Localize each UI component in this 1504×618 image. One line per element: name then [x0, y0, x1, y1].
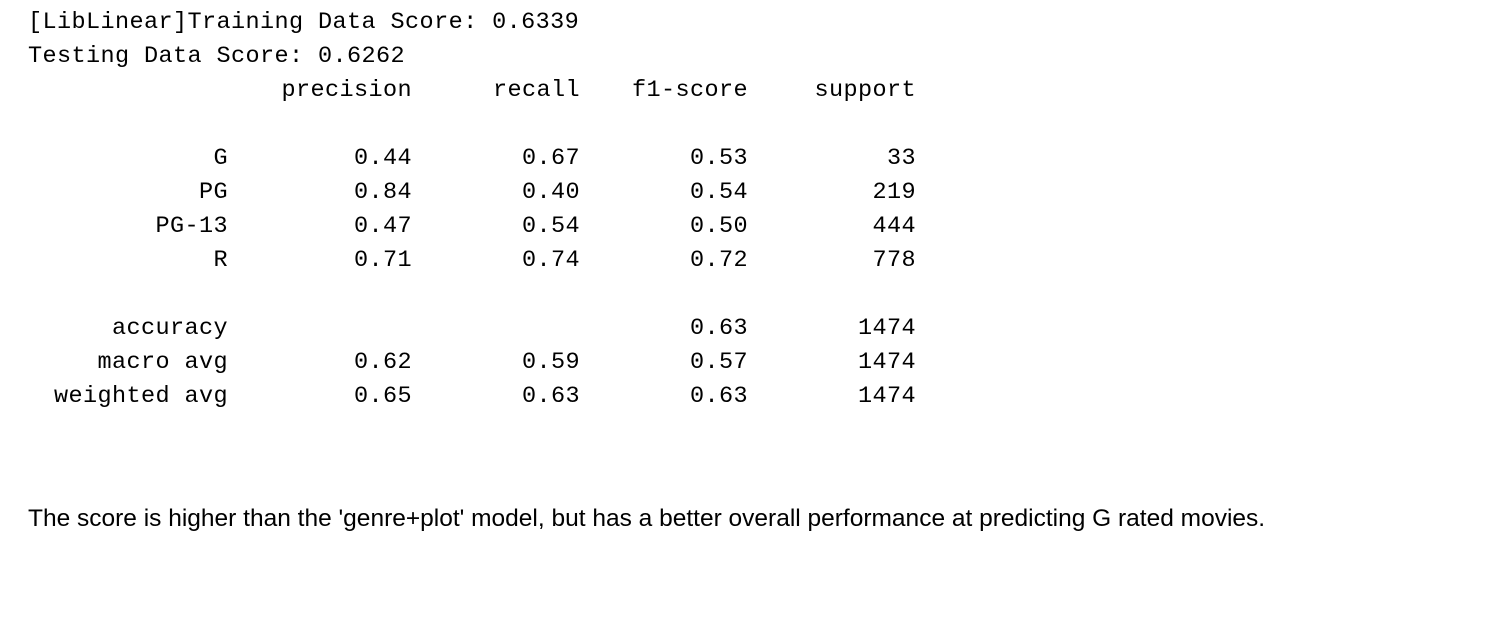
row-label: weighted avg: [53, 383, 228, 410]
header-f1-score: f1-score: [631, 77, 748, 104]
summary-row-macro-avg: macro avg 0.62 0.59 0.57 1474: [28, 346, 915, 380]
precision-value: 0.84: [353, 179, 412, 206]
summary-row-accuracy: accuracy 0.63 1474: [28, 312, 916, 346]
precision-value: 0.62: [353, 349, 412, 376]
cell-output: [LibLinear]Training Data Score: 0.6339 T…: [28, 6, 916, 414]
f1-value: 0.72: [689, 247, 748, 274]
report-spacer: [28, 108, 579, 142]
row-label: G: [213, 145, 228, 172]
f1-value: 0.63: [689, 315, 748, 342]
recall-value: 0.74: [521, 247, 580, 274]
row-label: accuracy: [111, 315, 228, 342]
f1-value: 0.53: [689, 145, 748, 172]
summary-row-weighted-avg: weighted avg 0.65 0.63 0.63 1474: [28, 380, 916, 414]
support-value: 1474: [857, 383, 916, 410]
support-value: 33: [886, 145, 916, 172]
support-value: 1474: [857, 315, 916, 342]
support-value: 1474: [857, 349, 916, 376]
recall-value: 0.59: [521, 349, 580, 376]
row-label: PG: [198, 179, 228, 206]
row-label: macro avg: [97, 349, 228, 376]
classification-report: precision recall f1-score support G 0.44…: [28, 74, 916, 414]
training-score-line: [LibLinear]Training Data Score: 0.6339: [28, 9, 580, 36]
f1-value: 0.57: [689, 349, 748, 376]
precision-value: 0.47: [353, 213, 412, 240]
markdown-paragraph: The score is higher than the 'genre+plot…: [28, 505, 1266, 532]
recall-value: 0.63: [521, 383, 580, 410]
f1-value: 0.54: [689, 179, 748, 206]
f1-value: 0.50: [689, 213, 748, 240]
header-recall: recall: [492, 77, 580, 104]
header-precision: precision: [281, 77, 412, 104]
testing-score-line: Testing Data Score: 0.6262: [28, 43, 406, 70]
report-spacer: [28, 278, 579, 312]
support-value: 219: [872, 179, 916, 206]
f1-value: 0.63: [689, 383, 748, 410]
precision-value: 0.71: [353, 247, 412, 274]
recall-value: 0.67: [521, 145, 580, 172]
support-value: 444: [872, 213, 916, 240]
row-label: R: [213, 247, 228, 274]
report-row: R 0.71 0.74 0.72 778: [28, 244, 915, 278]
report-row: G 0.44 0.67 0.53 33: [28, 142, 915, 176]
report-header-row: precision recall f1-score support: [28, 74, 915, 108]
report-row: PG-13 0.47 0.54 0.50 444: [28, 210, 915, 244]
row-label: PG-13: [155, 213, 228, 240]
recall-value: 0.54: [521, 213, 580, 240]
report-row: PG 0.84 0.40 0.54 219: [28, 176, 916, 210]
support-value: 778: [872, 247, 916, 274]
precision-value: 0.44: [353, 145, 412, 172]
precision-value: 0.65: [353, 383, 412, 410]
recall-value: 0.40: [521, 179, 580, 206]
header-support: support: [814, 77, 916, 104]
